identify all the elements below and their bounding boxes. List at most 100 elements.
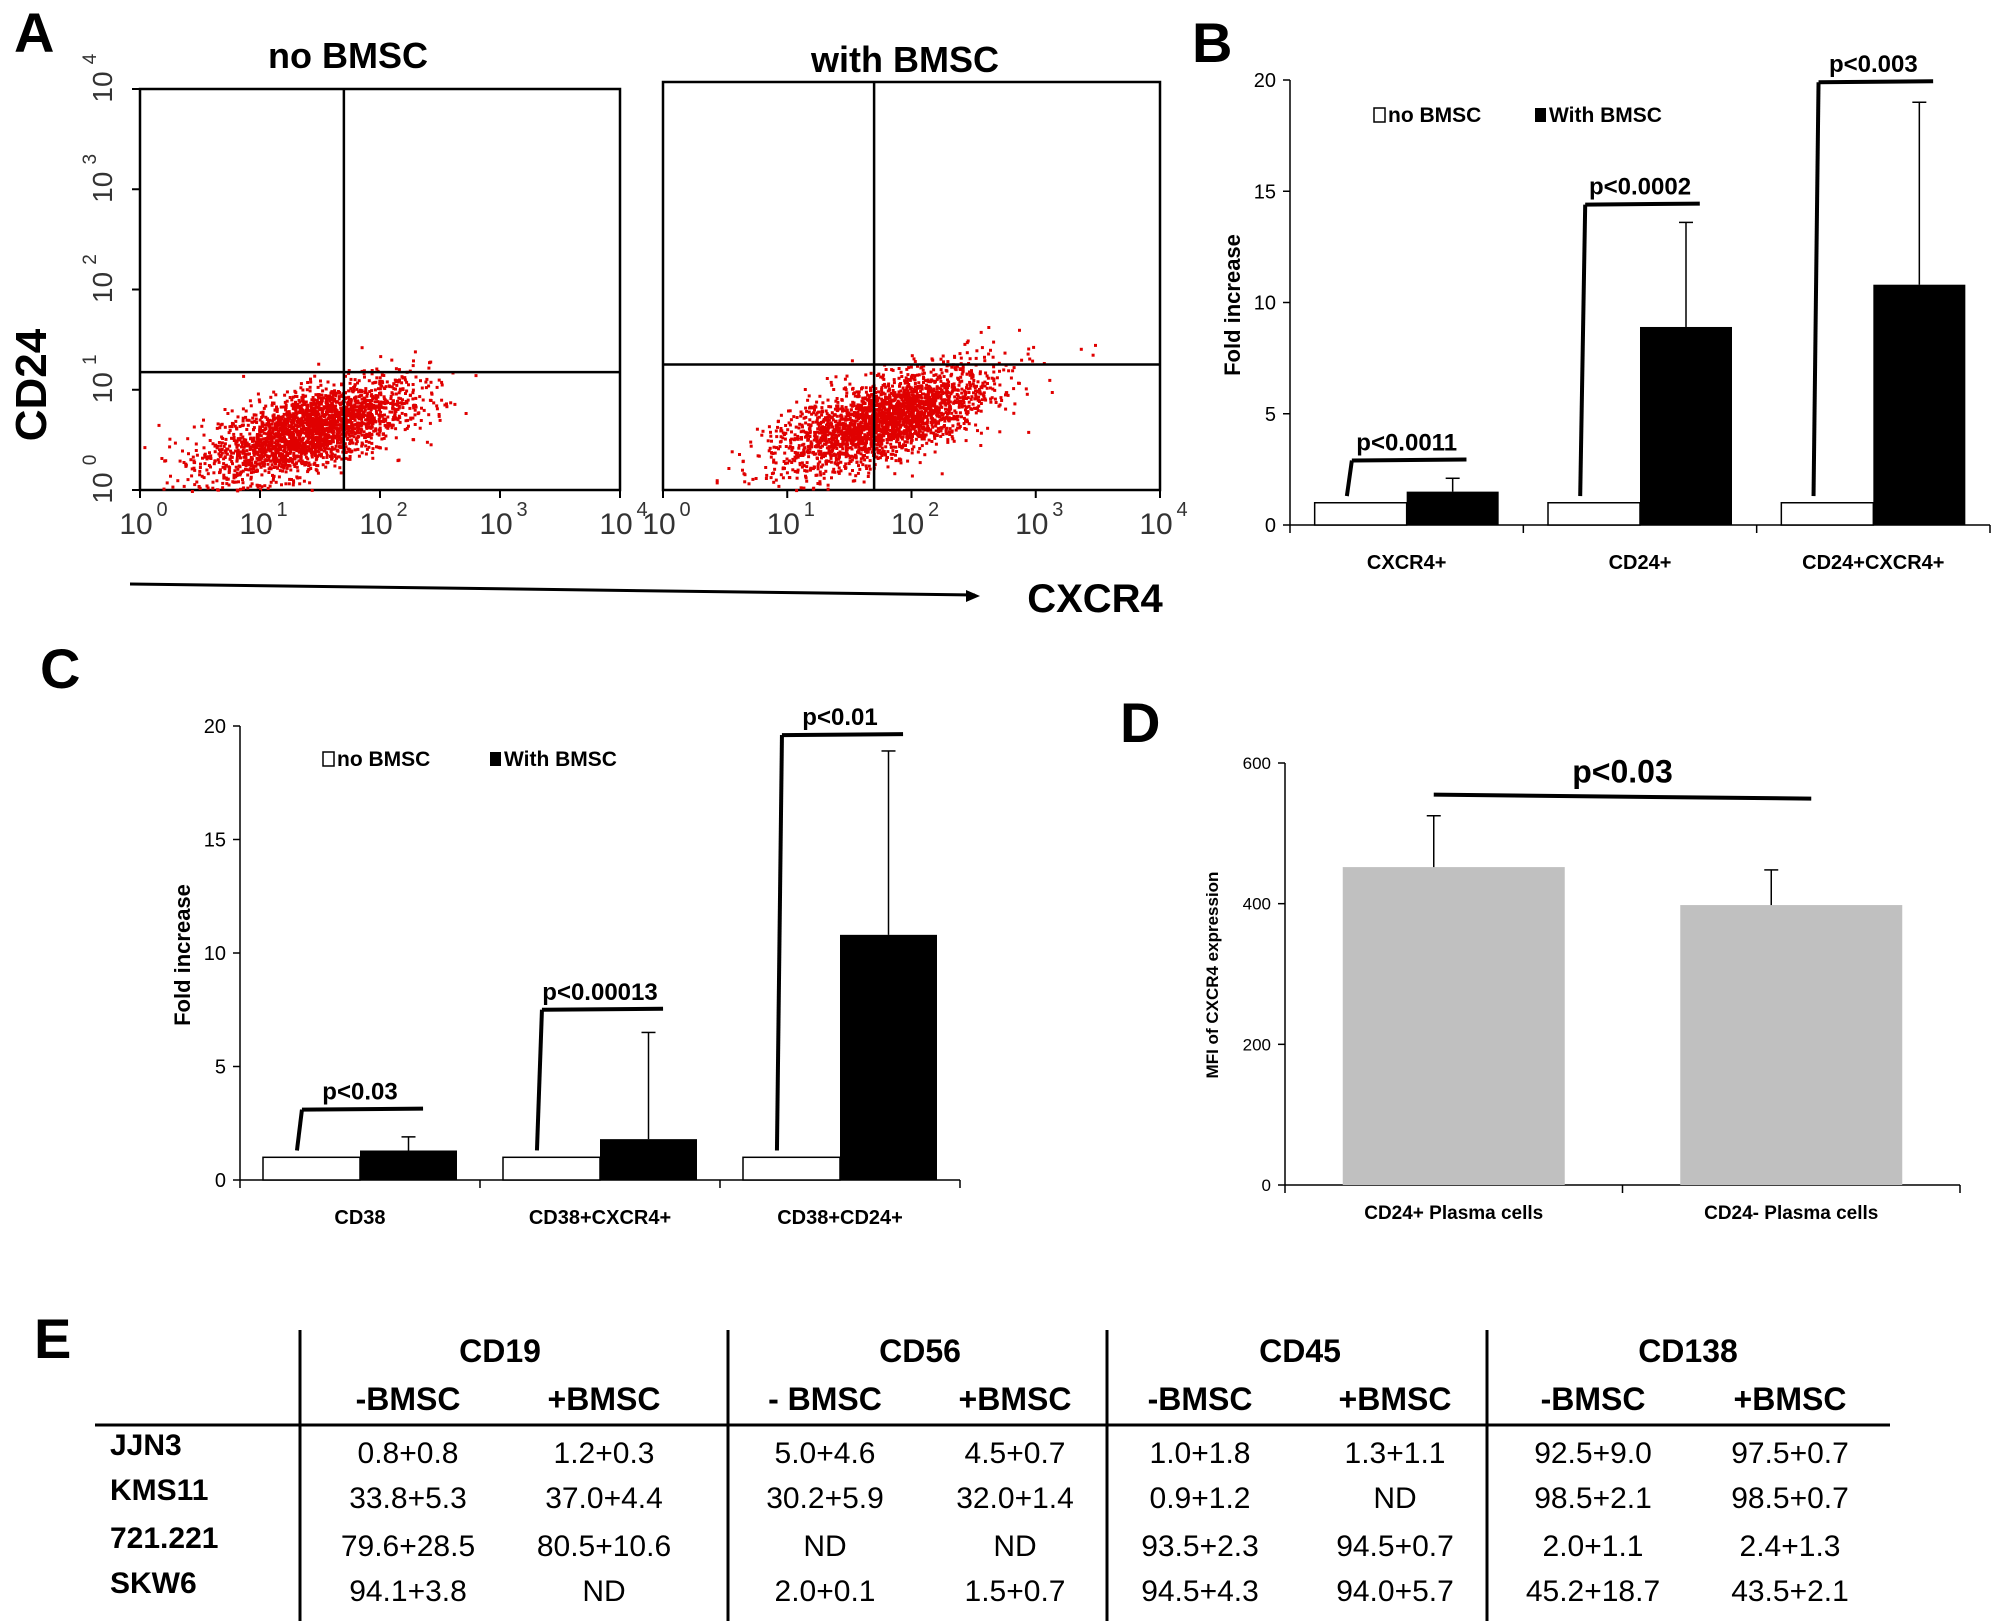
flow-dot bbox=[281, 432, 285, 436]
flow-dot bbox=[204, 455, 207, 459]
flow-dot bbox=[938, 415, 941, 419]
flow-dot bbox=[262, 406, 266, 410]
flow-dot bbox=[241, 448, 245, 452]
flow-dot bbox=[826, 419, 830, 423]
flow-dot bbox=[249, 471, 253, 475]
flow-dot bbox=[853, 421, 857, 425]
panel-a-title-right: with BMSC bbox=[810, 39, 999, 80]
flow-dot bbox=[356, 381, 359, 385]
flow-dot bbox=[259, 450, 263, 454]
flow-dot bbox=[816, 462, 820, 466]
flow-dot bbox=[307, 435, 311, 439]
flow-dot bbox=[396, 399, 399, 403]
flow-dot bbox=[420, 386, 424, 390]
flow-dot bbox=[363, 396, 367, 400]
flow-dot bbox=[886, 465, 890, 469]
flow-dot bbox=[833, 439, 837, 443]
flow-dot bbox=[294, 424, 297, 428]
flow-dot bbox=[280, 458, 284, 462]
flow-dot bbox=[349, 413, 353, 417]
flow-dot bbox=[356, 426, 360, 430]
flow-dot bbox=[804, 474, 807, 478]
flow-dot bbox=[866, 434, 869, 438]
flow-dot bbox=[390, 358, 394, 362]
flow-dot bbox=[318, 447, 322, 451]
flow-dot bbox=[927, 413, 930, 417]
flow-dot bbox=[831, 444, 835, 448]
flow-dot bbox=[931, 401, 935, 405]
flow-dot bbox=[364, 434, 368, 438]
flow-dot bbox=[864, 373, 868, 377]
flow-dot bbox=[799, 414, 803, 418]
flow-dot bbox=[283, 436, 286, 440]
flow-dot bbox=[171, 485, 175, 489]
flow-dot bbox=[933, 434, 936, 438]
flow-dot bbox=[281, 425, 285, 429]
flow-dot bbox=[429, 443, 433, 447]
flow-dot bbox=[195, 480, 199, 484]
flow-dot bbox=[198, 469, 202, 473]
flow-dot bbox=[831, 432, 835, 436]
flow-dot bbox=[822, 432, 826, 436]
flow-dot bbox=[940, 371, 944, 375]
flow-dot bbox=[340, 424, 344, 428]
flow-dot bbox=[248, 448, 252, 451]
flow-dot bbox=[347, 429, 351, 433]
flow-dot bbox=[203, 452, 207, 456]
x-tick-exponent: 3 bbox=[516, 499, 527, 521]
flow-dot bbox=[398, 389, 402, 393]
flow-dot bbox=[403, 376, 407, 380]
flow-dot bbox=[344, 445, 348, 449]
flow-dot bbox=[311, 438, 315, 442]
flow-dot bbox=[914, 437, 918, 441]
flow-dot bbox=[339, 407, 343, 411]
flow-dot bbox=[856, 435, 860, 439]
flow-dot bbox=[328, 422, 332, 426]
flow-dot bbox=[315, 405, 318, 409]
flow-dot bbox=[960, 379, 964, 383]
flow-dot bbox=[915, 424, 919, 428]
flow-dot bbox=[976, 380, 980, 384]
flow-dot bbox=[326, 428, 330, 432]
flow-dot bbox=[352, 388, 356, 392]
flow-dot bbox=[336, 434, 340, 438]
flow-dot bbox=[937, 410, 941, 414]
flow-dot bbox=[316, 420, 320, 424]
flow-dot bbox=[285, 390, 289, 394]
flow-dot bbox=[805, 465, 809, 469]
flow-dot bbox=[371, 397, 375, 400]
flow-dot bbox=[209, 465, 212, 469]
flow-dot bbox=[276, 420, 280, 424]
flow-dot bbox=[310, 448, 314, 452]
flow-dot bbox=[886, 396, 889, 400]
flow-dot bbox=[761, 429, 765, 433]
flow-dot bbox=[906, 384, 910, 388]
flow-dot bbox=[380, 379, 384, 383]
flow-dot bbox=[834, 442, 838, 446]
flow-dot bbox=[931, 379, 935, 383]
flow-dot bbox=[843, 409, 846, 413]
flow-dot bbox=[926, 397, 930, 400]
flow-dot bbox=[850, 458, 854, 462]
flow-dot bbox=[869, 389, 872, 393]
flow-dot bbox=[830, 422, 834, 426]
flow-dot bbox=[955, 400, 959, 404]
flow-dot bbox=[906, 437, 910, 441]
flow-dot bbox=[916, 385, 920, 388]
flow-dot bbox=[320, 414, 324, 418]
flow-dot bbox=[215, 426, 219, 430]
flow-dot bbox=[976, 429, 979, 433]
flow-dot bbox=[823, 451, 827, 455]
flow-dot bbox=[253, 419, 257, 423]
panel-label-d: D bbox=[1120, 691, 1160, 754]
flow-dot bbox=[832, 446, 836, 450]
flow-dot bbox=[387, 422, 391, 425]
flow-dot bbox=[273, 441, 277, 445]
panel-a-axis-arrow-head bbox=[966, 590, 980, 602]
flow-dot bbox=[830, 433, 834, 437]
flow-dot bbox=[891, 405, 895, 409]
flow-dot bbox=[908, 400, 912, 404]
flow-dot bbox=[838, 455, 841, 459]
flow-dot bbox=[925, 386, 928, 390]
flow-dot bbox=[228, 444, 232, 448]
